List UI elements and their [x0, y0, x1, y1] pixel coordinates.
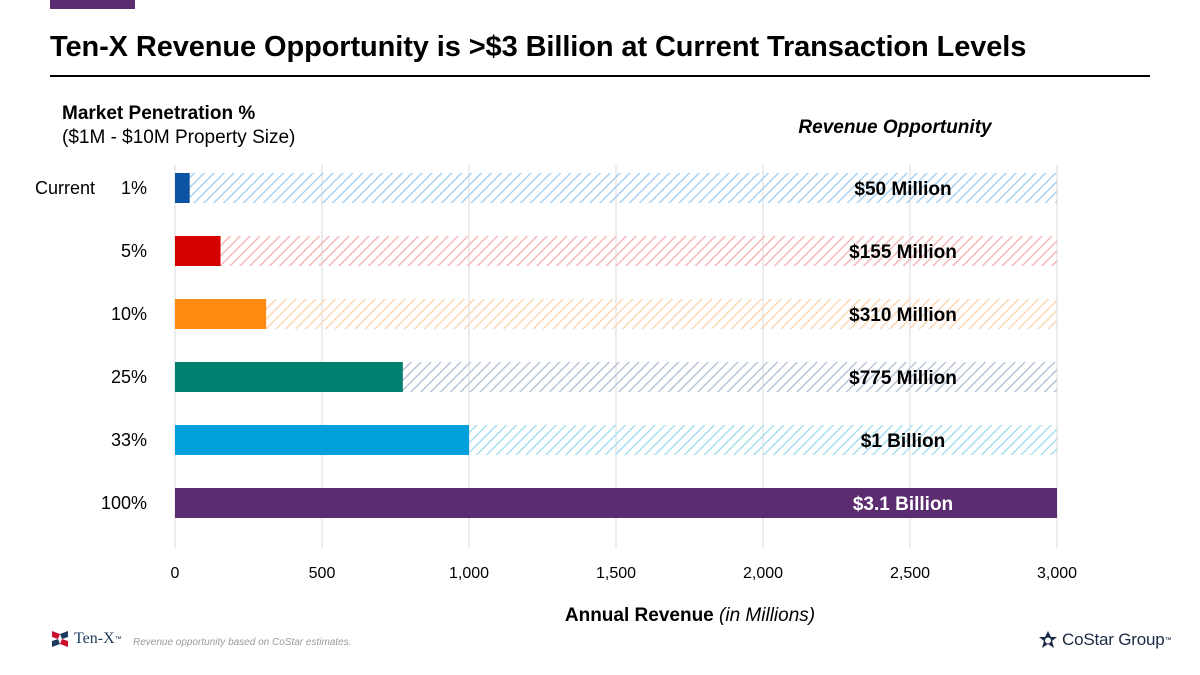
x-tick-label: 0 — [171, 565, 180, 582]
labels: 0 500 1,000 1,500 2,000 2,500 3,000 1% Current $5… — [35, 178, 1077, 582]
data-label: $3.1 Billion — [853, 494, 953, 515]
x-axis-title-unit: (in Millions) — [719, 605, 816, 626]
gridlines — [174, 165, 1058, 548]
x-tick-label: 2,000 — [743, 565, 783, 582]
category-label: 25% — [111, 367, 147, 387]
current-label: Current — [35, 178, 95, 198]
category-label: 10% — [111, 304, 147, 324]
x-axis-title: Annual Revenue (in Millions) — [440, 605, 940, 627]
tenx-trademark: ™ — [114, 635, 122, 643]
x-tick-label: 2,500 — [890, 565, 930, 582]
category-label: 100% — [101, 493, 147, 513]
value-bar — [175, 362, 403, 392]
value-bar — [175, 425, 469, 455]
category-label: 33% — [111, 430, 147, 450]
potential-bar — [175, 299, 1057, 329]
costar-logo: CoStar Group ™ — [1038, 628, 1171, 652]
costar-trademark: ™ — [1164, 636, 1172, 644]
costar-wordmark: CoStar Group — [1062, 630, 1165, 649]
value-bar — [175, 236, 221, 266]
footnote: Revenue opportunity based on CoStar esti… — [133, 637, 352, 648]
potential-bar — [175, 236, 1057, 266]
category-label: 5% — [121, 241, 147, 261]
data-label: $775 Million — [849, 368, 957, 389]
category-label: 1% — [121, 178, 147, 198]
x-tick-label: 1,500 — [596, 565, 636, 582]
top-accent-bar — [50, 0, 135, 9]
data-label: $50 Million — [854, 179, 951, 200]
title-divider — [50, 75, 1150, 77]
x-axis-title-main: Annual Revenue — [564, 605, 714, 626]
x-tick-label: 500 — [309, 565, 336, 582]
revenue-opportunity-heading: Revenue Opportunity — [798, 117, 992, 138]
data-label: $1 Billion — [861, 431, 945, 452]
potential-bar — [175, 173, 1057, 203]
page-title: Ten-X Revenue Opportunity is >$3 Billion… — [50, 31, 1027, 63]
property-size-label: ($1M - $10M Property Size) — [62, 127, 296, 148]
bars — [175, 173, 1057, 518]
market-penetration-label: Market Penetration % — [62, 103, 256, 124]
x-tick-label: 3,000 — [1037, 565, 1077, 582]
data-label: $155 Million — [849, 242, 957, 263]
data-label: $310 Million — [849, 305, 957, 326]
tenx-logo: Ten-X ™ — [50, 628, 122, 650]
costar-logo-icon — [1039, 631, 1057, 648]
market-penetration-heading: Market Penetration % ($1M - $10M Propert… — [62, 102, 295, 150]
tenx-logo-icon — [52, 631, 68, 647]
x-tick-label: 1,000 — [449, 565, 489, 582]
value-bar — [175, 488, 1057, 518]
value-bar — [175, 299, 267, 329]
value-bar — [175, 173, 190, 203]
tenx-wordmark: Ten-X — [74, 630, 115, 647]
